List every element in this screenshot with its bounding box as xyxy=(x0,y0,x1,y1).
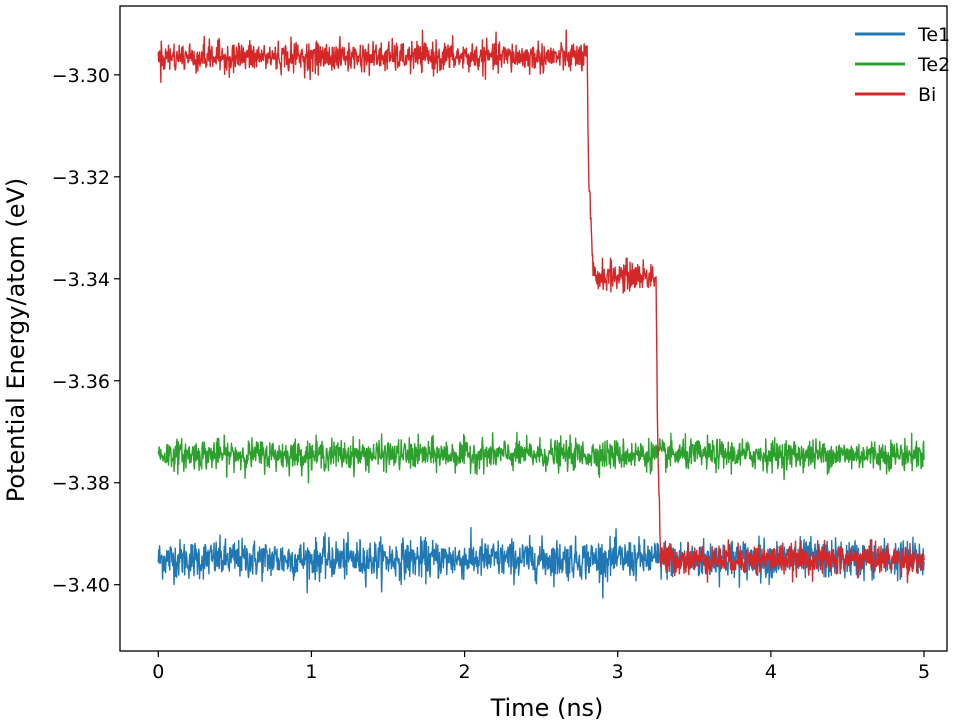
legend-label-te1: Te1 xyxy=(917,24,950,46)
y-tick-label: −3.30 xyxy=(52,65,110,87)
y-axis-label: Potential Energy/atom (eV) xyxy=(2,178,30,503)
x-axis-label: Time (ns) xyxy=(490,694,604,722)
y-tick-label: −3.38 xyxy=(52,473,110,495)
series-lines xyxy=(157,29,925,599)
x-tick-label: 0 xyxy=(152,661,164,683)
y-tick-label: −3.36 xyxy=(52,371,110,393)
x-tick-label: 2 xyxy=(459,661,471,683)
series-line-te2 xyxy=(157,431,925,484)
y-tick-label: −3.40 xyxy=(52,575,110,597)
legend-label-bi: Bi xyxy=(918,84,936,106)
y-tick-label: −3.32 xyxy=(52,167,110,189)
legend: Te1 Te2 Bi xyxy=(855,24,950,106)
plot-frame xyxy=(119,5,948,652)
axes: 0 1 2 3 4 5 −3.30 −3.32 −3.34 −3.36 −3.38 −3.40 xyxy=(52,65,930,683)
x-tick-label: 1 xyxy=(305,661,317,683)
x-tick-label: 5 xyxy=(918,661,930,683)
series-line-bi xyxy=(157,29,925,584)
x-tick-label: 4 xyxy=(765,661,777,683)
x-tick-label: 3 xyxy=(612,661,624,683)
y-tick-label: −3.34 xyxy=(52,269,110,291)
legend-label-te2: Te2 xyxy=(917,54,950,76)
